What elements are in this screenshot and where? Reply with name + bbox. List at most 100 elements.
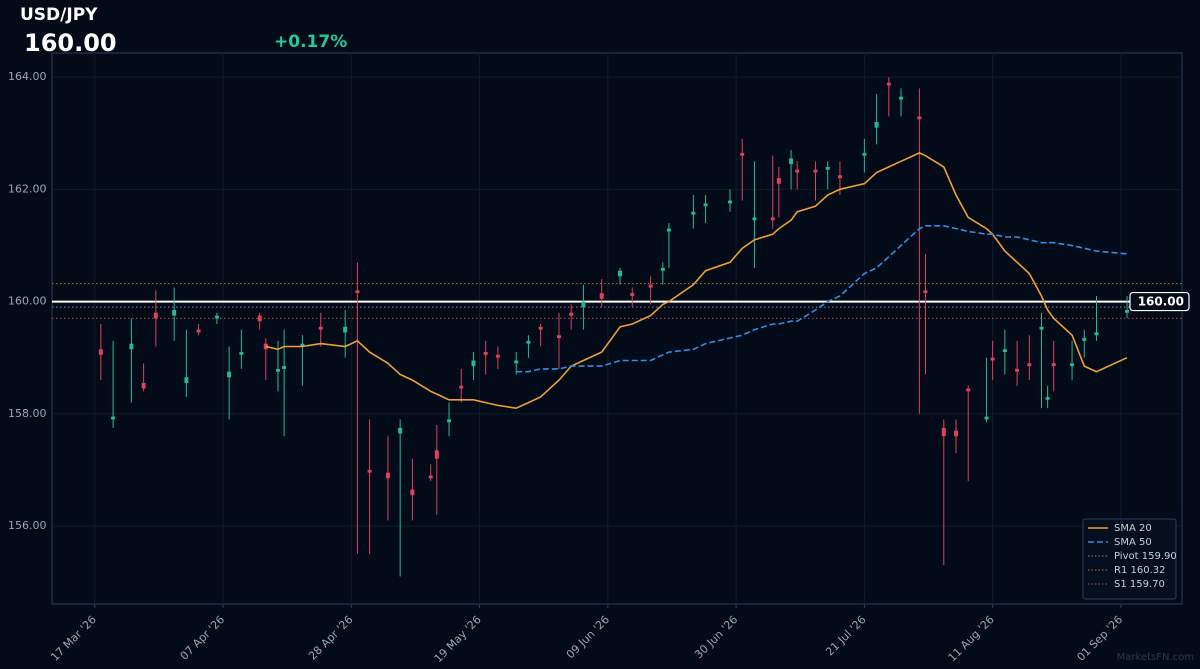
change: +0.17%: [274, 32, 347, 52]
candle-body: [1002, 349, 1007, 353]
x-tick-label: 07 Apr '26: [178, 613, 228, 663]
candle-body: [630, 293, 635, 296]
x-tick-label: 21 Jul '26: [823, 613, 868, 658]
candle-body: [728, 200, 732, 204]
candle-body: [556, 335, 561, 339]
candle-body: [282, 366, 287, 369]
candle-body: [385, 472, 390, 479]
x-tick-label: 28 Apr '26: [306, 613, 356, 663]
candle-body: [1015, 368, 1020, 372]
y-tick-label: 160.00: [8, 295, 47, 308]
y-tick-label: 164.00: [8, 70, 47, 83]
candle-body: [599, 293, 604, 299]
candle-body: [129, 343, 134, 350]
legend-label: SMA 20: [1114, 523, 1152, 534]
candle-body: [825, 166, 830, 170]
candle-body: [789, 158, 794, 165]
candle-body: [526, 340, 531, 344]
candle-body: [917, 116, 922, 120]
candle-body: [514, 360, 519, 364]
symbol: USD/JPY: [20, 5, 98, 25]
sma-line: [265, 152, 1128, 410]
candle-body: [703, 203, 708, 207]
legend-box: [1082, 518, 1177, 600]
candle-body: [770, 217, 775, 221]
candle-body: [239, 352, 244, 355]
x-tick-label: 30 Jun '26: [692, 613, 740, 661]
legend-label: SMA 50: [1114, 537, 1152, 548]
plot-frame: [51, 52, 1183, 605]
candle-body: [776, 178, 781, 184]
candle-body: [837, 175, 842, 179]
price-tag-label: 160.00: [1138, 295, 1184, 309]
candle-body: [886, 82, 891, 86]
candles: [98, 77, 1130, 577]
x-tick-label: 09 Jun '26: [564, 613, 612, 661]
candle-body: [184, 377, 189, 383]
watermark: MarketsFN.com: [1117, 652, 1194, 663]
candle-body: [98, 349, 103, 355]
legend-label: Pivot 159.90: [1114, 551, 1177, 562]
candle-body: [1125, 309, 1130, 313]
candle-body: [1082, 338, 1087, 341]
candle-body: [752, 217, 757, 221]
candle-body: [263, 343, 268, 350]
candle-body: [257, 315, 262, 322]
candle-body: [648, 284, 653, 288]
candle-body: [1045, 396, 1050, 400]
candle-body: [1051, 363, 1056, 367]
candle-body: [666, 228, 671, 232]
candle-body: [1070, 363, 1075, 367]
candle-body: [495, 354, 500, 358]
candle-body: [569, 312, 574, 316]
candle-body: [874, 122, 879, 128]
candle-body: [691, 211, 696, 215]
candle-body: [941, 427, 946, 437]
candle-body: [276, 368, 280, 372]
candle-body: [398, 427, 403, 434]
candle-body: [434, 450, 439, 459]
candle-body: [581, 301, 586, 308]
y-tick-label: 158.00: [8, 407, 47, 420]
candle-body: [990, 357, 995, 361]
candle-body: [318, 326, 323, 330]
y-tick-label: 156.00: [8, 519, 47, 532]
candle-body: [660, 267, 665, 271]
candle-body: [1094, 332, 1099, 336]
candle-body: [227, 371, 232, 378]
candle-body: [795, 169, 800, 173]
x-tick-label: 19 May '26: [432, 613, 484, 665]
candle-body: [355, 290, 360, 294]
candle-body: [483, 352, 488, 355]
x-tick-label: 17 Mar '26: [48, 613, 99, 664]
price-tag: [1129, 291, 1190, 312]
candle-body: [1027, 363, 1032, 367]
candle-body: [862, 152, 867, 156]
candle-body: [367, 469, 372, 473]
candle-body: [196, 329, 201, 333]
legend-label: S1 159.70: [1114, 579, 1165, 590]
candle-body: [954, 430, 958, 437]
candle-body: [1039, 326, 1044, 330]
candle-body: [538, 326, 543, 330]
candle-body: [923, 290, 928, 294]
y-tick-label: 162.00: [8, 182, 47, 195]
candle-body: [459, 385, 464, 389]
candle-body: [172, 309, 177, 316]
candle-body: [111, 416, 116, 420]
candle-body: [343, 326, 348, 333]
candle-body: [471, 360, 476, 367]
candle-body: [428, 475, 433, 479]
candle-body: [153, 312, 158, 319]
candle-body: [740, 152, 745, 156]
sma-line: [516, 225, 1128, 373]
candle-body: [141, 382, 146, 389]
candle-body: [966, 388, 971, 392]
x-tick-label: 11 Aug '26: [946, 613, 997, 664]
candle-body: [813, 169, 818, 173]
candle-body: [447, 419, 452, 423]
price: 160.00: [24, 29, 117, 57]
candle-body: [984, 416, 989, 420]
